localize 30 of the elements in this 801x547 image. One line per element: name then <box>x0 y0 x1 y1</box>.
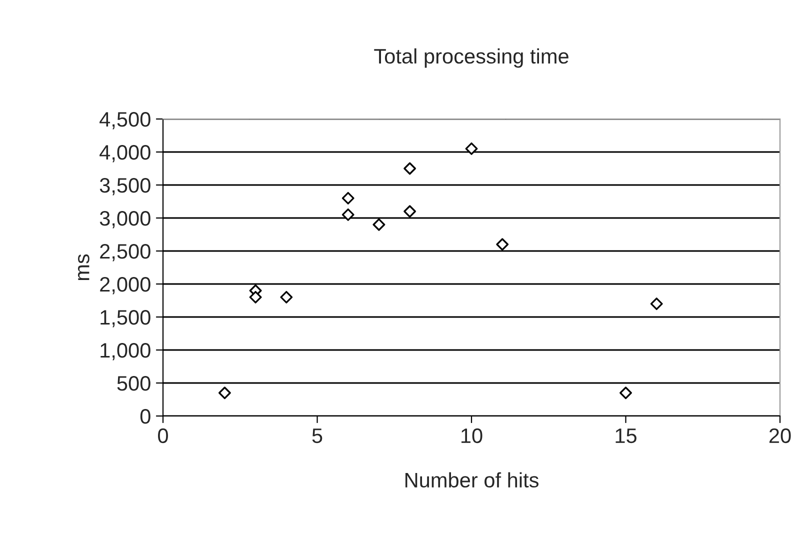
point <box>650 298 663 310</box>
y-axis-title: ms <box>78 254 90 280</box>
y-tick-label: 1,500 <box>100 310 150 328</box>
y-tick-label: 2,000 <box>100 277 150 294</box>
point <box>465 142 478 155</box>
y-tick-label: 2,500 <box>100 244 150 262</box>
point <box>342 208 354 221</box>
point <box>404 205 416 218</box>
y-tick-label: 0 <box>140 409 150 424</box>
point <box>372 218 386 231</box>
y-tick-label: 4,000 <box>100 145 150 162</box>
y-tick-label: 500 <box>117 376 150 391</box>
point <box>249 290 262 304</box>
chart-title: Total processing time <box>374 48 568 68</box>
x-tick-label: 0 <box>158 428 168 444</box>
point <box>342 192 354 204</box>
point <box>404 162 416 175</box>
x-tick-label: 15 <box>616 428 636 444</box>
y-tick-label: 3,000 <box>100 211 150 228</box>
x-tick-label: 10 <box>462 428 482 444</box>
point <box>280 290 293 304</box>
point <box>620 386 632 400</box>
y-tick-label: 4,500 <box>100 112 150 130</box>
y-tick-label: 3,500 <box>100 178 150 196</box>
x-tick-label: 20 <box>769 428 791 444</box>
point <box>218 386 231 400</box>
x-tick-label: 5 <box>312 428 322 444</box>
y-tick-label: 1,000 <box>100 343 150 360</box>
x-axis-title: Number of hits <box>405 472 538 488</box>
point <box>496 238 509 251</box>
